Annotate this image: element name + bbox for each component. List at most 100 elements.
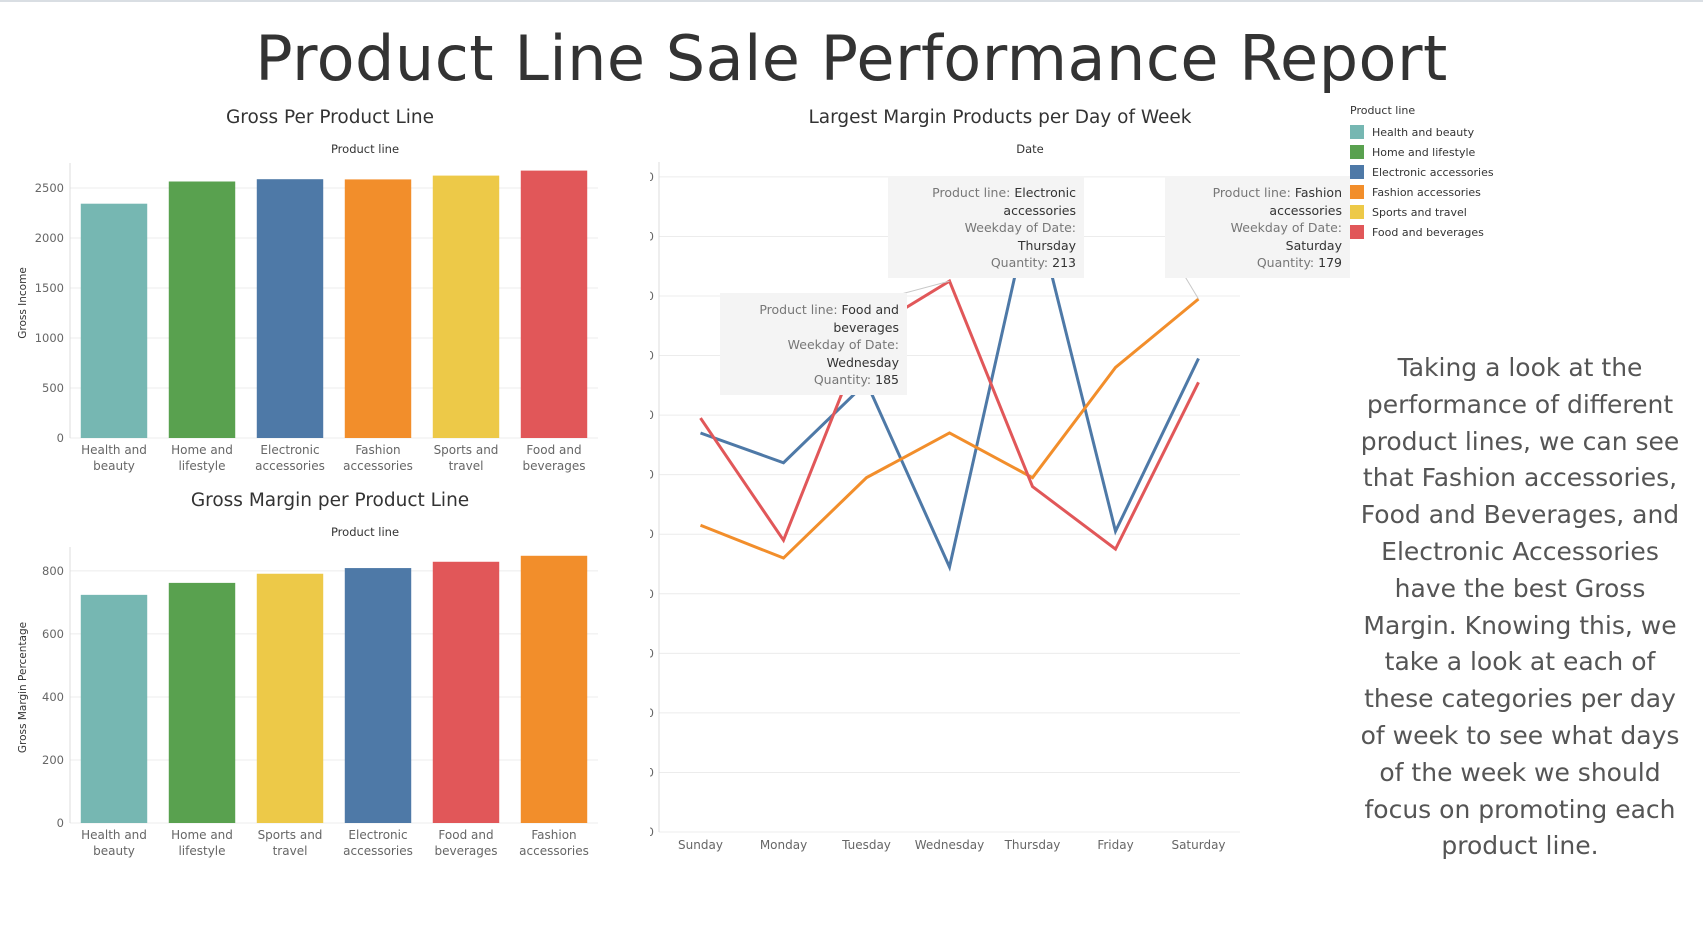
annotation-food-qty-label: Quantity: <box>813 372 872 387</box>
annotation-fashion-qty-label: Quantity: <box>1256 255 1315 270</box>
series-line-electronic-accessories[interactable] <box>699 197 1200 572</box>
y-tick-label: 140 <box>650 408 654 422</box>
annotation-electronic-product-line2: accessories <box>1003 202 1076 218</box>
legend-title: Product line <box>1350 104 1416 117</box>
bar-food-and-beverages[interactable] <box>520 170 588 438</box>
x-tick-label: accessories <box>343 459 413 473</box>
legend-label: Home and lifestyle <box>1372 145 1476 159</box>
x-tick-label: beverages <box>522 459 585 473</box>
bar-home-and-lifestyle[interactable] <box>168 582 236 823</box>
report-title: Product Line Sale Performance Report <box>255 22 1448 95</box>
y-tick-label: 500 <box>42 381 64 395</box>
annotation-food-product-label: Product line: <box>759 302 838 317</box>
bar-sports-and-travel[interactable] <box>432 175 500 438</box>
series-line-fashion-accessories[interactable] <box>699 297 1200 560</box>
y-tick-label: 160 <box>650 349 654 363</box>
y-tick-label: 20 <box>650 765 654 779</box>
x-tick-label: Food and <box>526 443 581 457</box>
legend-swatch <box>1350 145 1364 159</box>
x-tick-label: Food and <box>438 828 493 842</box>
legend: Product line Health and beauty Home and l… <box>1350 104 1494 242</box>
bar-home-and-lifestyle[interactable] <box>168 181 236 439</box>
annotation-fashion-product-line1: Fashion <box>1294 185 1342 200</box>
y-axis-label: Gross Income <box>17 267 29 339</box>
annotation-food-day-label: Weekday of Date: <box>787 337 899 352</box>
gross-chart-title: Gross Per Product Line <box>225 107 435 128</box>
bar-fashion-accessories[interactable] <box>344 179 412 438</box>
annotation-electronic-qty-label: Quantity: <box>990 255 1049 270</box>
annotation-fashion-product-line2: accessories <box>1269 202 1342 218</box>
legend-swatch <box>1350 205 1364 219</box>
annotation-electronic-product-line1: Electronic <box>1014 185 1076 200</box>
bar-health-and-beauty[interactable] <box>80 594 148 823</box>
y-tick-label: 40 <box>650 706 654 720</box>
annotation-electronic-day: Thursday <box>1017 237 1076 253</box>
annotation-fashion-day: Saturday <box>1285 237 1342 253</box>
legend-swatch <box>1350 125 1364 139</box>
y-tick-label: 200 <box>650 229 654 243</box>
annotation-fashion-qty: 179 <box>1318 255 1342 270</box>
y-tick-label: 60 <box>650 646 654 660</box>
annotation-electronic: Product line: Electronic accessories Wee… <box>888 176 1084 278</box>
y-axis-label: Gross Margin Percentage <box>17 622 29 753</box>
annotation-electronic-product-label: Product line: <box>932 185 1011 200</box>
legend-item-health-and-beauty[interactable]: Health and beauty <box>1350 122 1494 142</box>
x-tick-label: Sunday <box>678 838 723 852</box>
y-tick-label: 100 <box>650 527 654 541</box>
bar-fashion-accessories[interactable] <box>520 555 588 823</box>
legend-swatch <box>1350 225 1364 239</box>
x-tick-label: Electronic <box>348 828 407 842</box>
x-tick-label: lifestyle <box>178 844 225 858</box>
annotation-fashion-day-label: Weekday of Date: <box>1230 220 1342 235</box>
y-tick-label: 400 <box>42 690 64 704</box>
commentary-text: Taking a look at the performance of diff… <box>1360 353 1680 861</box>
annotation-food-product-line2: beverages <box>833 319 899 335</box>
legend-item-food-and-beverages[interactable]: Food and beverages <box>1350 222 1494 242</box>
x-tick-label: beauty <box>93 844 135 858</box>
x-tick-label: accessories <box>519 844 589 858</box>
annotation-electronic-day-label: Weekday of Date: <box>964 220 1076 235</box>
quantity-line-chart: 020406080100120140160180200220QuantitySu… <box>650 162 1240 852</box>
x-tick-label: Home and <box>171 828 233 842</box>
y-tick-label: 1000 <box>35 331 64 345</box>
x-tick-label: Health and <box>81 443 147 457</box>
y-tick-label: 120 <box>650 468 654 482</box>
x-tick-label: Tuesday <box>841 838 891 852</box>
annotation-fashion-product-label: Product line: <box>1212 185 1291 200</box>
gross-bar-chart: 0 500 1000 1500 2000 2500 Gross Income Health a… <box>17 163 598 473</box>
margin-chart-x-header: Product line <box>330 525 400 539</box>
legend-item-sports-and-travel[interactable]: Sports and travel <box>1350 202 1494 222</box>
legend-label: Health and beauty <box>1372 125 1475 139</box>
x-tick-label: beauty <box>93 459 135 473</box>
x-tick-label: accessories <box>255 459 325 473</box>
x-tick-label: travel <box>449 459 484 473</box>
legend-label: Electronic accessories <box>1372 165 1494 179</box>
y-tick-label: 220 <box>650 170 654 184</box>
line-chart-title: Largest Margin Products per Day of Week <box>808 107 1192 128</box>
annotation-food-product-line1: Food and <box>841 302 899 317</box>
y-tick-label: 200 <box>42 753 64 767</box>
annotation-food-day: Wednesday <box>826 354 899 370</box>
bar-sports-and-travel[interactable] <box>256 573 324 823</box>
bar-health-and-beauty[interactable] <box>80 203 148 438</box>
legend-swatch <box>1350 165 1364 179</box>
legend-label: Fashion accessories <box>1372 185 1481 199</box>
bar-electronic-accessories[interactable] <box>344 568 412 823</box>
legend-label: Food and beverages <box>1372 225 1484 239</box>
legend-item-fashion-accessories[interactable]: Fashion accessories <box>1350 182 1494 202</box>
bar-electronic-accessories[interactable] <box>256 179 324 438</box>
bar-food-and-beverages[interactable] <box>432 561 500 823</box>
y-tick-label: 1500 <box>35 281 64 295</box>
annotation-food-qty: 185 <box>875 372 899 387</box>
legend-item-home-and-lifestyle[interactable]: Home and lifestyle <box>1350 142 1494 162</box>
x-tick-label: Sports and <box>434 443 499 457</box>
x-tick-label: lifestyle <box>178 459 225 473</box>
x-tick-label: Friday <box>1097 838 1133 852</box>
x-tick-label: Thursday <box>1004 838 1061 852</box>
y-tick-label: 0 <box>650 825 654 839</box>
x-tick-label: beverages <box>434 844 497 858</box>
legend-item-electronic-accessories[interactable]: Electronic accessories <box>1350 162 1494 182</box>
y-tick-label: 80 <box>650 587 654 601</box>
x-tick-label: Monday <box>760 838 807 852</box>
annotation-food: Product line: Food and beverages Weekday… <box>720 293 907 395</box>
